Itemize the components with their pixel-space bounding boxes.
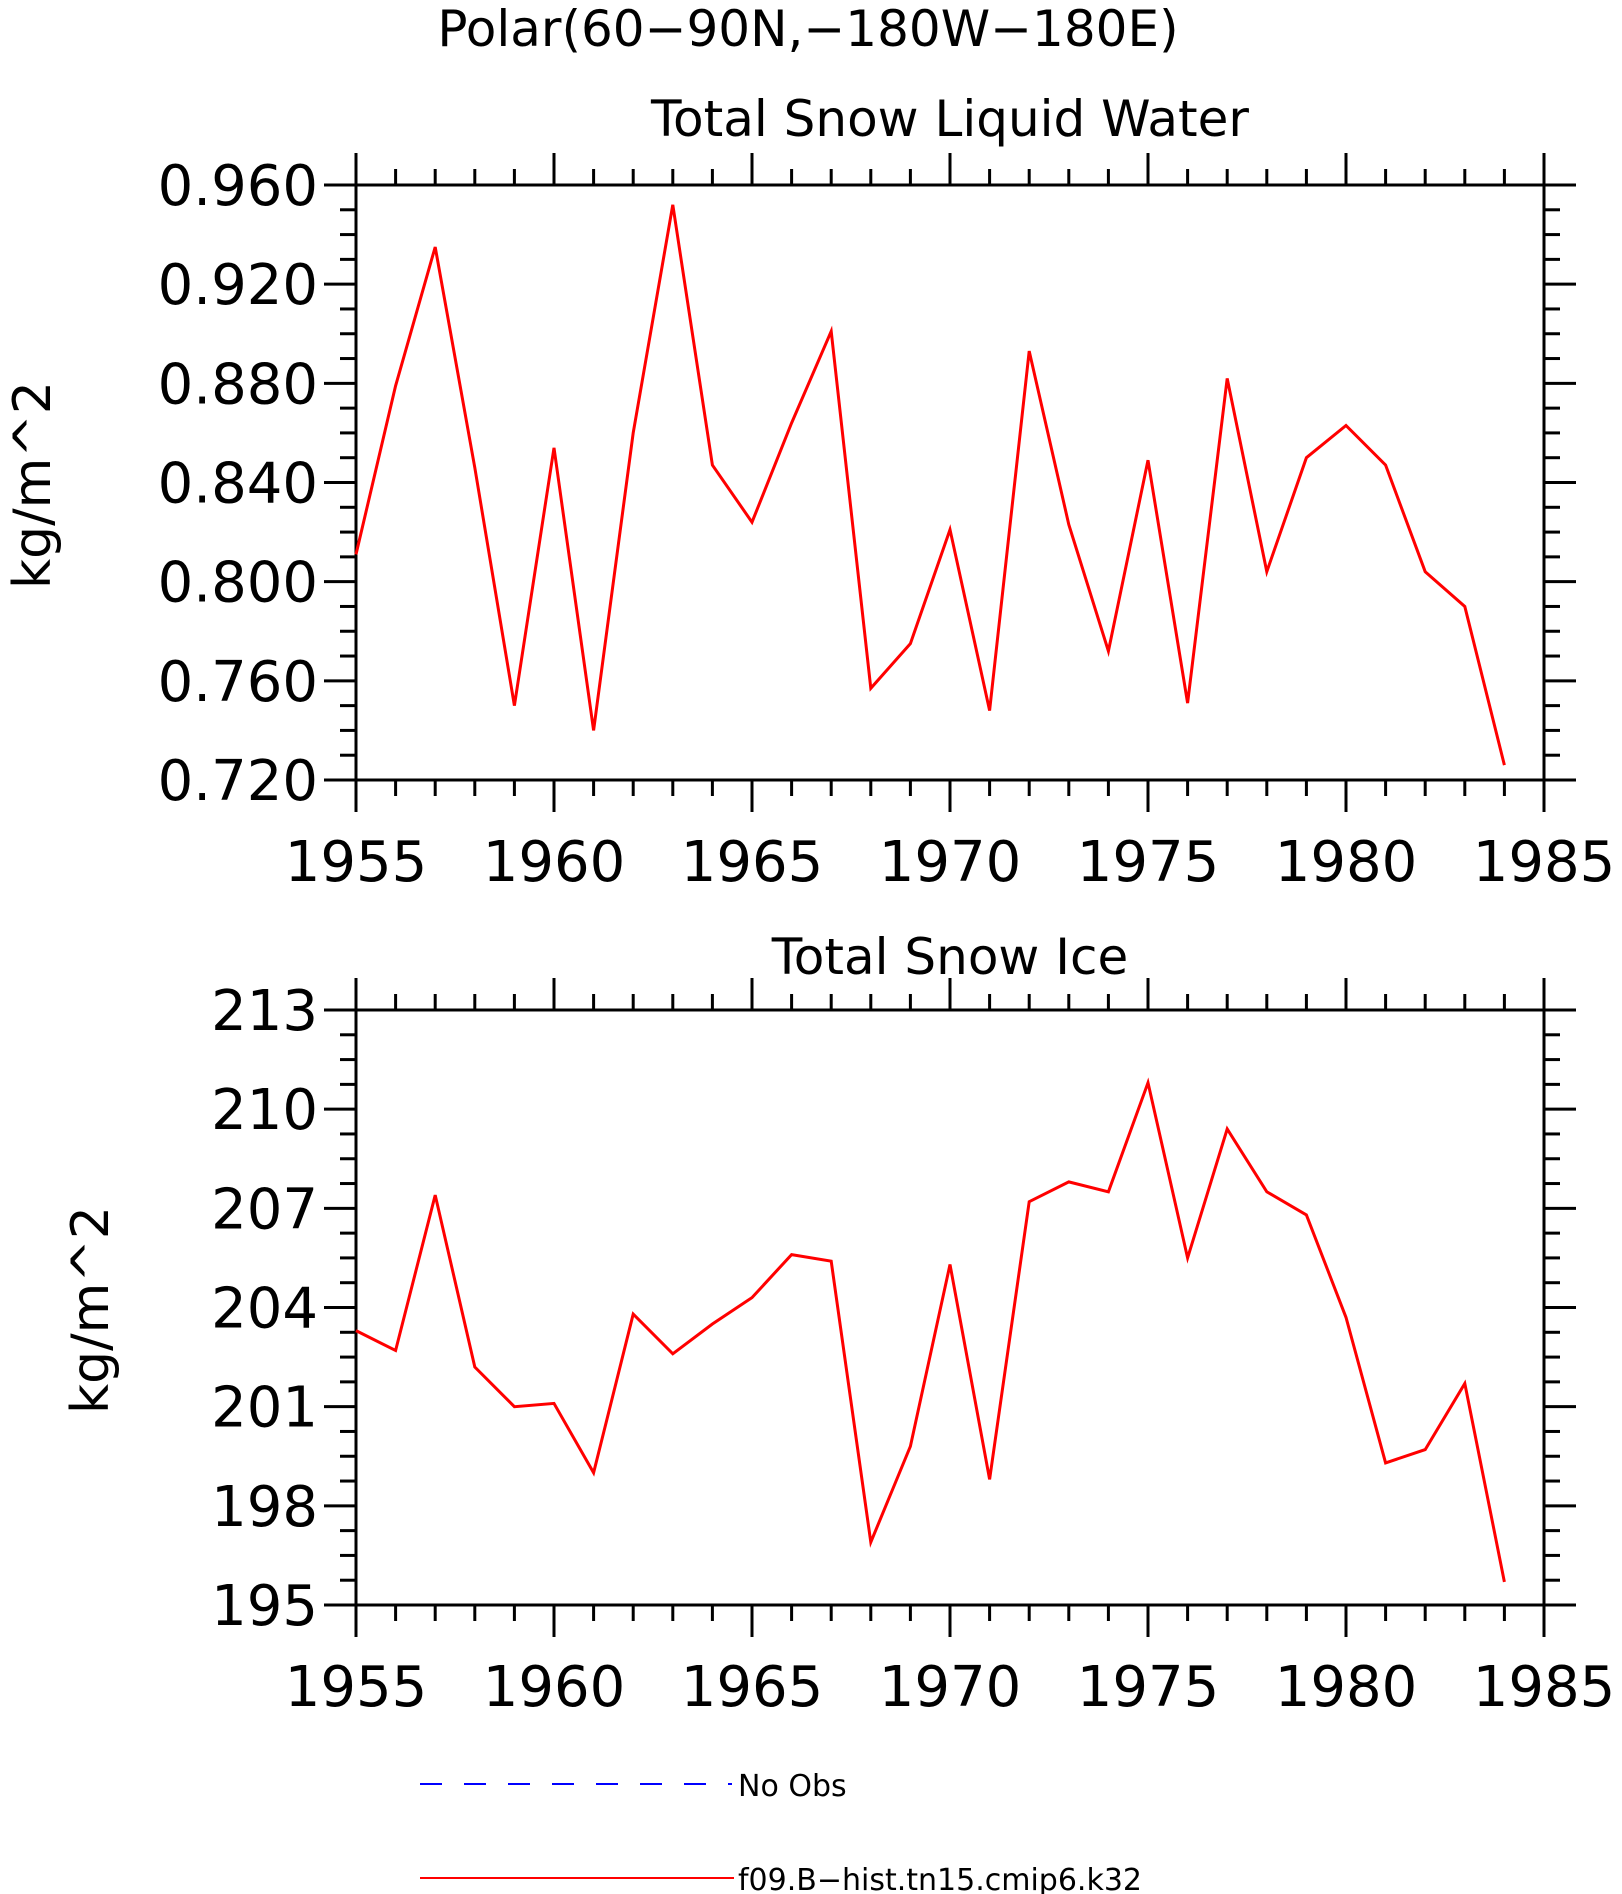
figure-title: Polar(60−90N,−180W−180E) [437,0,1178,58]
y-tick-label: 0.800 [158,551,318,616]
x-tick-label: 1970 [879,830,1022,895]
x-tick-label: 1985 [1473,830,1616,895]
y-tick-label: 0.960 [158,154,318,219]
y-tick-label: 195 [211,1574,318,1639]
x-tick-label: 1975 [1077,830,1220,895]
x-tick-label: 1960 [483,830,626,895]
y-tick-label: 207 [211,1177,318,1242]
x-tick-label: 1985 [1473,1655,1616,1720]
chart-snow-liquid-water: Total Snow Liquid Water kg/m^2 1955 1960 1… [3,90,1615,895]
y-tick-label: 201 [211,1376,318,1441]
legend-label-no-obs: No Obs [738,1769,847,1804]
legend-label-model: f09.B−hist.tn15.cmip6.k32 [738,1863,1142,1894]
y-tick-label: 0.880 [158,352,318,417]
y-tick-label: 0.920 [158,253,318,318]
plot-frame [354,183,1546,782]
chart-title: Total Snow Liquid Water [650,90,1249,148]
x-tick-label: 1970 [879,1655,1022,1720]
y-tick-label: 0.840 [158,452,318,517]
x-tick-label: 1955 [285,1655,428,1720]
legend: No Obs f09.B−hist.tn15.cmip6.k32 [420,1769,1142,1894]
plot-frame [354,1008,1546,1607]
y-tick-label: 213 [211,979,318,1044]
x-tick-label: 1965 [681,1655,824,1720]
y-tick-label: 0.760 [158,650,318,715]
x-tick-label: 1965 [681,830,824,895]
y-tick-label: 198 [211,1475,318,1540]
x-tick-label: 1980 [1275,830,1418,895]
y-tick-label: 210 [211,1078,318,1143]
y-axis-label: kg/m^2 [3,381,63,589]
chart-title: Total Snow Ice [771,928,1128,986]
series-line [354,204,1506,766]
y-tick-label: 204 [211,1277,318,1342]
chart-snow-ice: Total Snow Ice kg/m^2 1955 1960 1965 1970 19… [61,928,1615,1720]
series-line [355,1077,1506,1583]
x-tick-label: 1980 [1275,1655,1418,1720]
x-tick-label: 1960 [483,1655,626,1720]
x-tick-label: 1975 [1077,1655,1220,1720]
x-tick-label: 1955 [285,830,428,895]
y-axis-label: kg/m^2 [61,1206,121,1414]
y-tick-label: 0.720 [158,749,318,814]
